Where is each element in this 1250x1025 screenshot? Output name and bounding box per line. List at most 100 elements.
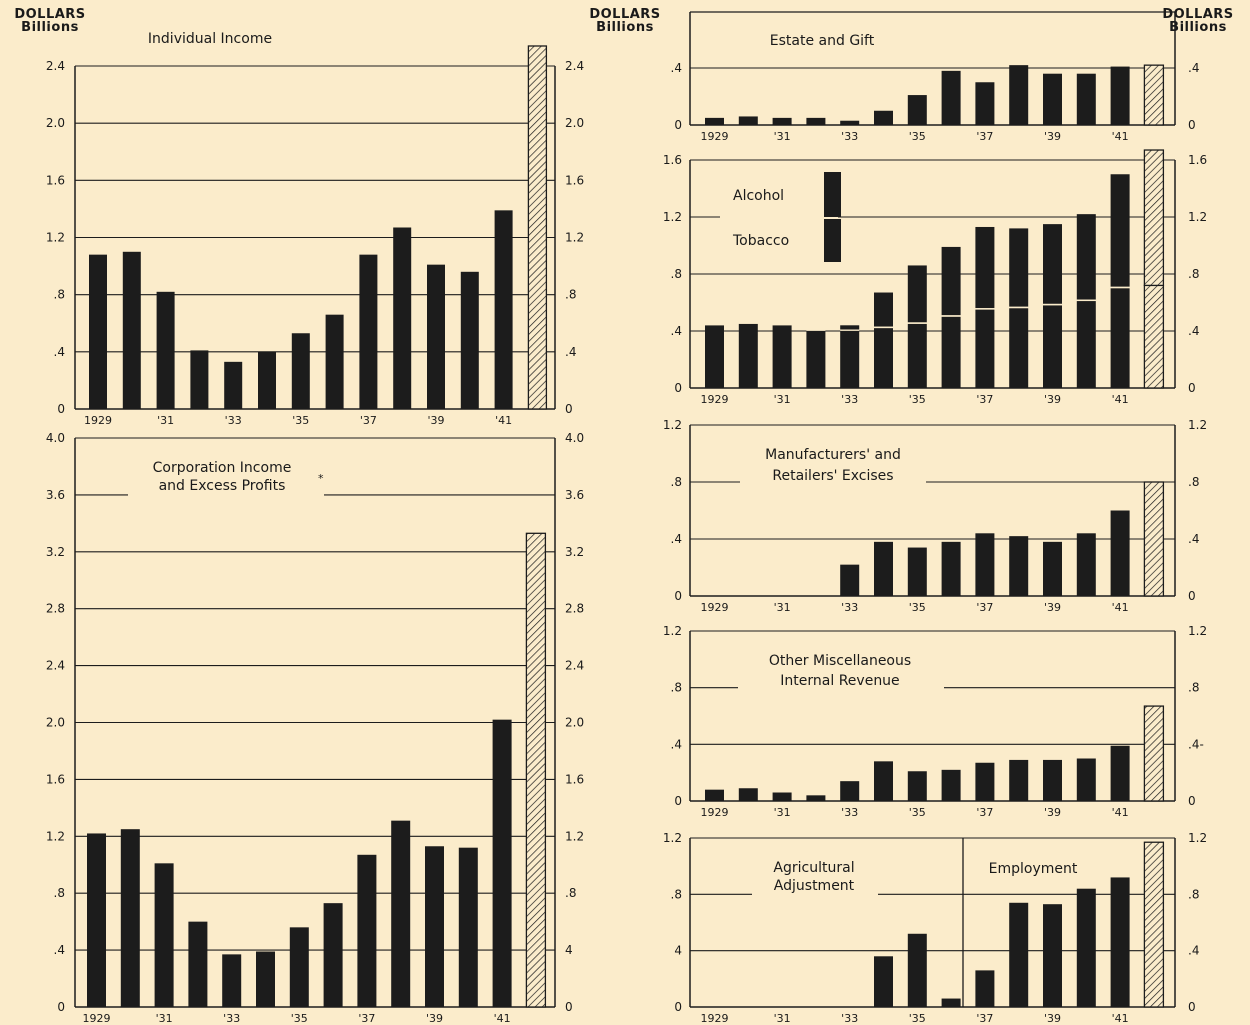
alcohol_tobacco-tobacco-bar — [942, 317, 961, 388]
individual-ytick-left: .8 — [54, 288, 65, 302]
alcohol_tobacco-alcohol-bar — [908, 265, 927, 322]
other_misc-bar — [1077, 759, 1096, 802]
alcohol_tobacco-ytick-left: .4 — [671, 324, 682, 338]
other_misc-xtick: '41 — [1112, 806, 1129, 819]
other_misc-ytick-right: .8 — [1188, 681, 1199, 695]
corporation-ytick-left: .4 — [54, 943, 65, 957]
mfr_excises-ytick-left: 1.2 — [663, 418, 682, 432]
other_misc-bar — [739, 788, 758, 801]
other_misc-bar — [1144, 706, 1163, 801]
corporation-ytick-right: 2.8 — [565, 602, 584, 616]
corporation-ytick-right: 1.2 — [565, 829, 584, 843]
alcohol_tobacco-tobacco-bar — [840, 331, 859, 388]
corporation-xtick: '31 — [156, 1012, 173, 1025]
agri_employment-xtick: '37 — [976, 1012, 993, 1025]
agri_employment-xtick: '39 — [1044, 1012, 1061, 1025]
mfr_excises-bar — [1077, 533, 1096, 596]
estate-bar — [942, 71, 961, 125]
agri_employment-bar — [1077, 889, 1096, 1007]
other_misc-bar — [840, 781, 859, 801]
mfr_excises-bar — [908, 548, 927, 596]
mfr_excises-bar — [1144, 482, 1163, 596]
individual-bar — [528, 46, 546, 409]
mfr_excises-ytick-right: .4 — [1188, 532, 1199, 546]
mfr_excises-ytick-left: 0 — [674, 589, 682, 603]
alcohol_tobacco-xtick: '33 — [841, 393, 858, 406]
agri_employment-ytick-right: 1.2 — [1188, 831, 1207, 845]
alcohol_tobacco-tobacco-bar — [806, 331, 825, 388]
mfr_excises-ytick-left: .8 — [671, 475, 682, 489]
individual-bar — [326, 315, 344, 409]
mfr_excises-xtick: '41 — [1112, 601, 1129, 614]
alcohol_tobacco-tobacco-bar — [705, 325, 724, 388]
agri_employment-xtick: '31 — [774, 1012, 791, 1025]
alcohol_tobacco-alcohol-bar — [1111, 174, 1130, 287]
agricultural-title-line: Adjustment — [774, 878, 855, 894]
other_misc-bar — [942, 770, 961, 801]
corporation-ytick-left: 2.4 — [46, 659, 65, 673]
estate-bar — [1077, 74, 1096, 125]
agri_employment-bar — [1043, 904, 1062, 1007]
individual-ytick-left: 1.2 — [46, 231, 65, 245]
other_misc-bar — [806, 795, 825, 801]
alcohol_tobacco-tobacco-bar — [1144, 285, 1163, 388]
corporation-xtick: 1929 — [83, 1012, 111, 1025]
corporation-ytick-left: 2.8 — [46, 602, 65, 616]
mfr_excises-xtick: '31 — [774, 601, 791, 614]
corporation-bar — [459, 848, 478, 1007]
mfr_excises-ytick-right: .8 — [1188, 475, 1199, 489]
other_misc-ytick-right: 0 — [1188, 794, 1196, 808]
estate-xtick: '39 — [1044, 130, 1061, 143]
alcohol_tobacco-tobacco-bar — [1009, 308, 1028, 388]
estate-ytick-left: .4 — [671, 61, 682, 75]
other_misc-ytick-left: 0 — [674, 794, 682, 808]
agri_employment-bar — [1009, 903, 1028, 1007]
mfr_excises-xtick: '35 — [909, 601, 926, 614]
individual-ytick-right: .4 — [565, 345, 576, 359]
individual-bar — [495, 210, 513, 409]
corporation-bar — [526, 533, 545, 1007]
agri_employment-xtick: 1929 — [701, 1012, 729, 1025]
mfr_excises-xtick: '33 — [841, 601, 858, 614]
alcohol_tobacco-ytick-left: 1.2 — [663, 210, 682, 224]
corporation-ytick-right: 1.6 — [565, 772, 584, 786]
individual-xtick: '31 — [157, 414, 174, 427]
agri_employment-ytick-right: .8 — [1188, 887, 1199, 901]
individual-ytick-right: .8 — [565, 288, 576, 302]
corporation-ytick-left: 4.0 — [46, 431, 65, 445]
other_misc-bar — [1009, 760, 1028, 801]
alcohol_tobacco-tobacco-bar — [874, 328, 893, 388]
corporation-ytick-left: 3.2 — [46, 545, 65, 559]
individual-bar — [123, 252, 141, 409]
alcohol_tobacco-alcohol-bar — [1043, 224, 1062, 304]
alcohol_tobacco-tobacco-bar — [908, 324, 927, 388]
individual-xtick: '37 — [360, 414, 377, 427]
individual-ytick-right: 2.4 — [565, 59, 584, 73]
estate-bar — [874, 111, 893, 125]
agri_employment-ytick-right: 0 — [1188, 1000, 1196, 1014]
corporation-bar — [324, 903, 343, 1007]
estate-xtick: 1929 — [701, 130, 729, 143]
estate-bar — [1043, 74, 1062, 125]
mfr_excises-xtick: '37 — [976, 601, 993, 614]
individual-bar — [224, 362, 242, 409]
mfr_excises-bar — [975, 533, 994, 596]
agri_employment-ytick-left: 4 — [674, 944, 682, 958]
mfr_excises-xtick: '39 — [1044, 601, 1061, 614]
individual-xtick: '35 — [292, 414, 309, 427]
legend-tobacco-label: Tobacco — [732, 233, 789, 249]
individual-bar — [461, 272, 479, 409]
mfr_excises-xtick: 1929 — [701, 601, 729, 614]
estate-title-line: Estate and Gift — [770, 33, 875, 49]
estate-bar — [1009, 65, 1028, 125]
estate-bar — [1111, 67, 1130, 125]
mfr_excises-bar — [942, 542, 961, 596]
individual-bar — [427, 265, 445, 409]
other_misc-ytick-left: .8 — [671, 681, 682, 695]
alcohol_tobacco-alcohol-bar — [874, 293, 893, 327]
estate-bar — [806, 118, 825, 125]
corporation-bar — [357, 855, 376, 1007]
other_misc-ytick-left: 1.2 — [663, 624, 682, 638]
corporation-bar — [222, 954, 241, 1007]
alcohol_tobacco-alcohol-bar — [1144, 150, 1163, 285]
